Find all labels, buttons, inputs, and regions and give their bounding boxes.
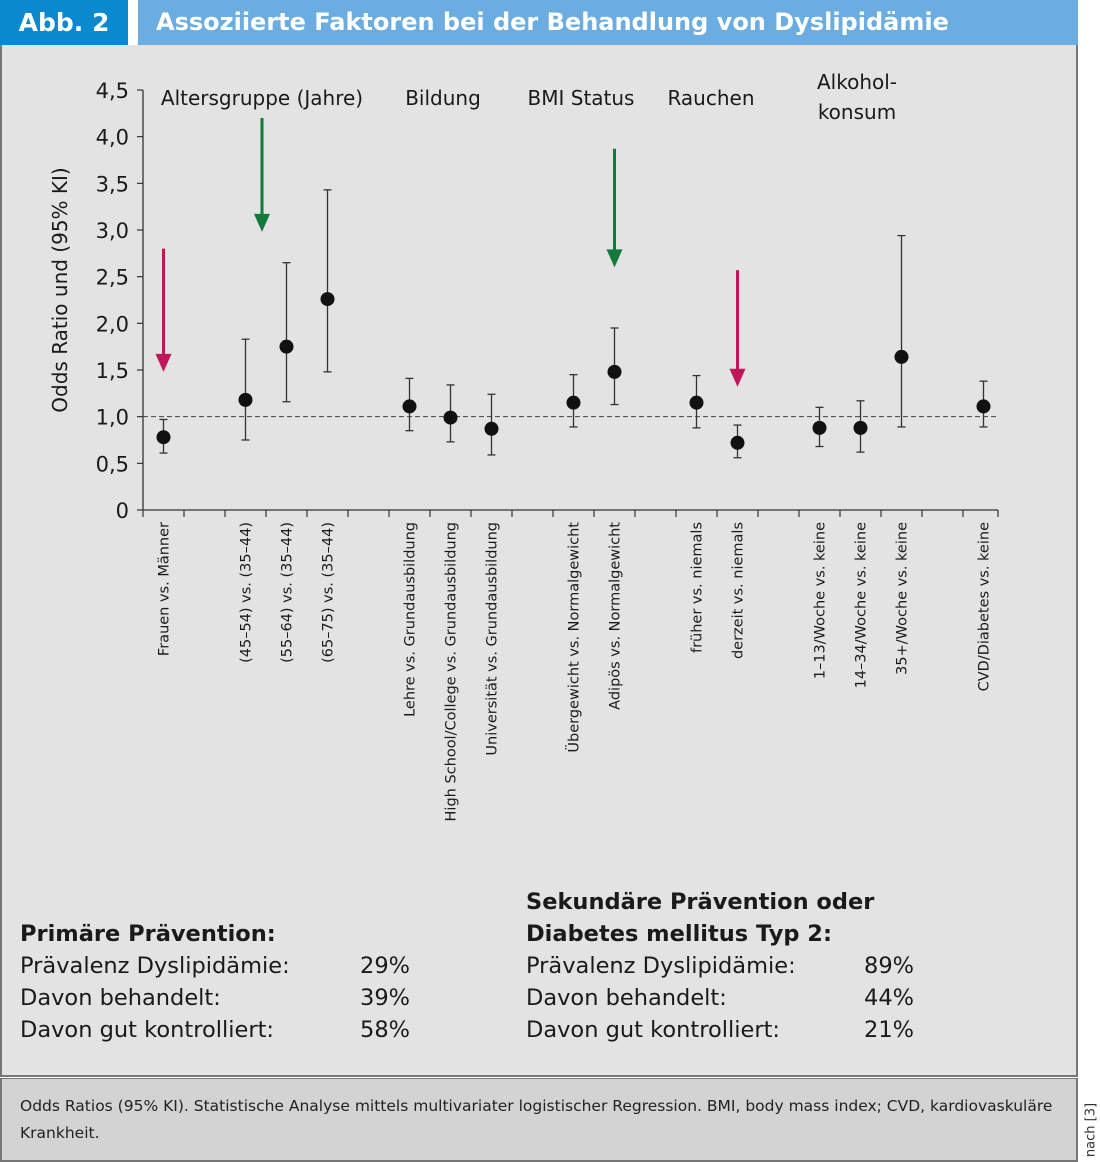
data-point [443,410,458,425]
category-label: Lehre vs. Grundausbildung [403,522,419,717]
red-arrow-head-icon [729,368,746,387]
group-label: konsum [818,100,896,124]
primary-prevention-stats: Primäre Prävention: Prävalenz Dyslipidäm… [20,918,430,1046]
secondary-prevention-title-1: Sekundäre Prävention oder [526,889,875,915]
stat-label: Prävalenz Dyslipidämie: [526,953,796,979]
chart-labels: 0 0,5 1,0 1,5 2,0 2,5 3,0 3,5 4,0 4,5 Odds Ratio u… [48,70,993,821]
stat-label: Davon behandelt: [20,985,221,1011]
stat-value: 44% [864,985,915,1011]
category-label: Adipös vs. Normalgewicht [608,522,624,710]
data-point [156,430,171,445]
group-label: Rauchen [667,86,754,110]
data-point [566,395,581,410]
green-arrow-head-icon [254,213,270,232]
data-point [976,399,991,414]
stat-value: 21% [864,1017,915,1043]
stat-value: 89% [864,953,915,979]
data-point [853,420,868,435]
category-label: Universität vs. Grundausbildung [485,522,501,756]
group-label: Altersgruppe (Jahre) [161,86,363,110]
red-arrow-head-icon [155,353,172,372]
data-point [607,364,622,379]
stat-row: Davon behandelt: 44% [526,982,934,1014]
category-label: (55–64) vs. (35–44) [280,522,296,663]
category-label: 14–34/Woche vs. keine [854,522,870,688]
odds-ratio-chart: 0 0,5 1,0 1,5 2,0 2,5 3,0 3,5 4,0 4,5 Odds Ratio u… [48,70,999,821]
data-point [320,292,335,307]
y-tick-label: 4,5 [96,79,129,103]
green-arrow-head-icon [606,249,623,268]
stat-row: Davon gut kontrolliert: 58% [20,1014,430,1046]
category-label: Frauen vs. Männer [157,522,173,656]
group-label: Bildung [405,86,481,110]
y-tick-label: 3,5 [96,172,129,196]
figure-title: Assoziierte Faktoren bei der Behandlung … [138,0,1078,45]
y-tick-label: 1,0 [96,406,129,430]
secondary-prevention-stats: Sekundäre Prävention oder Diabetes melli… [526,886,934,1046]
y-tick-label: 2,0 [96,312,129,336]
figure-caption: Odds Ratios (95% KI). Statistische Analy… [0,1078,1078,1162]
y-tick-label: 2,5 [96,266,129,290]
y-tick-label: 0 [116,499,129,523]
category-label: High School/College vs. Grundausbildung [444,522,460,821]
category-label: 1–13/Woche vs. keine [813,522,829,679]
data-point [279,339,294,354]
axes [137,89,999,517]
category-label: derzeit vs. niemals [731,522,747,659]
category-label: Übergewicht vs. Normalgewicht [565,522,583,753]
y-tick-label: 1,5 [96,359,129,383]
stat-value: 29% [360,953,411,979]
stat-row: Prävalenz Dyslipidämie: 29% [20,950,430,982]
group-label: BMI Status [528,86,635,110]
stat-label: Davon behandelt: [526,985,727,1011]
category-label: (65–75) vs. (35–44) [321,522,337,663]
stat-label: Prävalenz Dyslipidämie: [20,953,290,979]
y-tick-label: 4,0 [96,126,129,150]
y-axis-title: Odds Ratio und (95% KI) [48,167,72,412]
data-point [238,392,253,407]
category-label: früher vs. niemals [690,522,706,653]
figure-panel [0,45,1078,1077]
stat-value: 39% [360,985,411,1011]
data-point [402,399,417,414]
stat-value: 58% [360,1017,411,1043]
data-point [689,395,704,410]
stat-row: Davon behandelt: 39% [20,982,430,1014]
primary-prevention-title: Primäre Prävention: [20,921,276,947]
stat-label: Davon gut kontrolliert: [20,1017,274,1043]
data-point [730,435,745,450]
data-point [484,421,499,436]
data-point [812,420,827,435]
figure-label: Abb. 2 [0,0,128,45]
source-note: nach [3] [1082,1100,1100,1160]
stat-row: Davon gut kontrolliert: 21% [526,1014,934,1046]
source-text: nach [3] [1083,1102,1099,1158]
stat-label: Davon gut kontrolliert: [526,1017,780,1043]
y-tick-label: 3,0 [96,219,129,243]
group-label: Alkohol- [817,70,897,94]
data-point [894,349,909,364]
chart-marks [155,118,991,459]
category-label: 35+/Woche vs. keine [895,522,911,675]
y-tick-label: 0,5 [96,452,129,476]
secondary-prevention-title-2: Diabetes mellitus Typ 2: [526,921,832,947]
category-label: CVD/Diabetes vs. keine [977,522,993,691]
category-label: (45–54) vs. (35–44) [239,522,255,663]
stat-row: Prävalenz Dyslipidämie: 89% [526,950,934,982]
